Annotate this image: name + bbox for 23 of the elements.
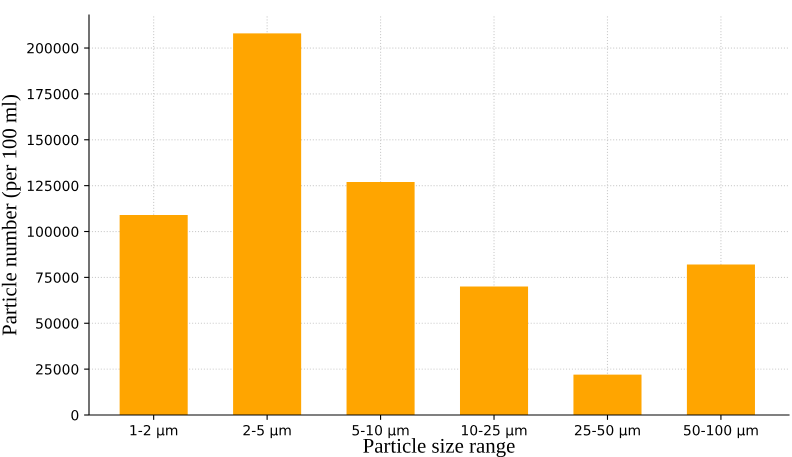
bar — [346, 182, 415, 415]
x-tick-label: 25-50 µm — [574, 424, 640, 438]
bar — [120, 215, 188, 415]
x-tick-label: 10-25 µm — [462, 424, 526, 438]
x-tick-label: 2-5 µm — [243, 424, 291, 438]
y-tick-label: 125000 — [28, 180, 78, 192]
y-tick-label: 200000 — [27, 42, 78, 54]
y-tick-label: 150000 — [28, 134, 78, 146]
x-tick-label: 1-2 µm — [130, 424, 178, 438]
bar — [460, 286, 528, 415]
bar — [573, 374, 642, 415]
y-tick-label: 175000 — [28, 88, 78, 100]
y-tick-label: 75000 — [36, 272, 78, 283]
x-tick-label: 50-100 µm — [684, 424, 758, 438]
x-axis-title: Particle size range — [363, 438, 515, 457]
y-tick-label: 50000 — [36, 318, 78, 329]
y-axis-title: Particle number (per 100 ml) — [2, 95, 21, 336]
y-tick-label: 100000 — [28, 226, 78, 237]
bar — [686, 264, 755, 415]
y-tick-label: 0 — [71, 410, 78, 420]
x-tick-label: 5-10 µm — [352, 424, 409, 438]
bar — [233, 33, 302, 415]
y-tick-label: 25000 — [36, 364, 78, 375]
